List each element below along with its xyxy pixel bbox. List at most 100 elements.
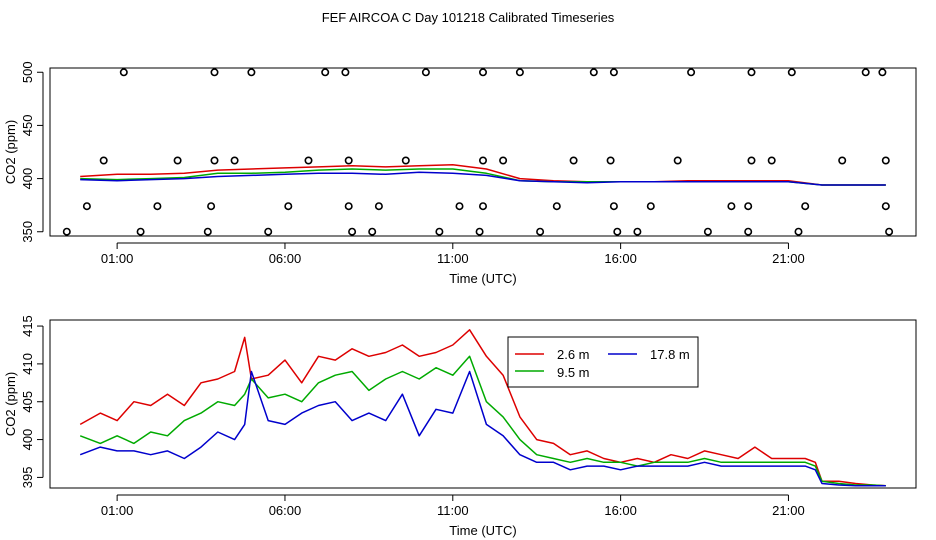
data-marker-circle: [374, 202, 383, 211]
data-marker-circle: [536, 227, 545, 236]
data-marker-circle: [478, 68, 487, 77]
data-marker-circle: [203, 227, 212, 236]
data-marker-circle: [609, 68, 618, 77]
data-marker-circle: [341, 68, 350, 77]
data-marker-circle: [207, 202, 216, 211]
data-marker-circle: [368, 227, 377, 236]
data-marker-circle: [153, 202, 162, 211]
bottom-y-tick-label: 405: [20, 391, 35, 413]
data-marker-circle: [838, 156, 847, 165]
bottom-panel: Time (UTC) CO2 (ppm) 01:00 06:00 11:00 16:0…: [3, 315, 917, 538]
data-marker-circle: [284, 202, 293, 211]
data-marker-circle: [606, 156, 615, 165]
top-x-tick-label: 01:00: [101, 251, 134, 266]
legend: 2.6 m 9.5 m 17.8 m: [507, 336, 699, 388]
data-marker-circle: [478, 156, 487, 165]
data-marker-circle: [82, 202, 91, 211]
top-x-tick-label: 11:00: [437, 251, 469, 266]
data-marker-circle: [747, 156, 756, 165]
top-x-tick-label: 06:00: [269, 251, 302, 266]
data-marker-circle: [455, 202, 464, 211]
data-marker-circle: [569, 156, 578, 165]
bottom-x-tick-label: 21:00: [772, 503, 805, 518]
top-panel: Time (UTC) CO2 (ppm) 01:00 06:00 11:00 16:0…: [3, 61, 917, 286]
top-series-17-8-m: [80, 171, 886, 186]
data-marker-circle: [881, 156, 890, 165]
data-marker-circle: [264, 227, 273, 236]
data-marker-circle: [99, 156, 108, 165]
data-marker-circle: [794, 227, 803, 236]
bottom-x-tick-label: 06:00: [269, 503, 302, 518]
top-plot-frame: [49, 67, 917, 237]
top-series-2-6-m: [80, 164, 886, 186]
top-x-axis-label: Time (UTC): [449, 271, 516, 286]
data-marker-circle: [727, 202, 736, 211]
top-x-tick-label: 21:00: [772, 251, 805, 266]
top-series: [80, 164, 886, 186]
data-marker-circle: [344, 156, 353, 165]
bottom-x-tick-label: 11:00: [437, 503, 469, 518]
top-y-axis-label: CO2 (ppm): [3, 120, 18, 184]
data-marker-circle: [703, 227, 712, 236]
data-marker-circle: [348, 227, 357, 236]
data-marker-circle: [767, 156, 776, 165]
data-marker-circle: [304, 156, 313, 165]
top-y-tick-label: 350: [20, 221, 35, 243]
data-marker-circle: [62, 227, 71, 236]
bottom-series-17-8-m: [79, 370, 886, 487]
bottom-series-2-6-m: [79, 329, 886, 487]
bottom-x-tick-label: 16:00: [604, 503, 637, 518]
top-y-tick-label: 500: [20, 61, 35, 83]
data-marker-circle: [673, 156, 682, 165]
data-marker-circle: [210, 68, 219, 77]
data-marker-circle: [210, 156, 219, 165]
data-marker-circle: [321, 68, 330, 77]
bottom-plot-box: [49, 319, 917, 489]
data-marker-circle: [687, 68, 696, 77]
data-marker-circle: [801, 202, 810, 211]
data-marker-circle: [421, 68, 430, 77]
data-marker-circle: [747, 68, 756, 77]
legend-box: [507, 336, 699, 388]
bottom-series-9-5-m: [79, 355, 886, 487]
bottom-axes: 01:00 06:00 11:00 16:00 21:00 395 400 405 410 415: [20, 315, 805, 518]
bottom-series: [79, 329, 886, 487]
data-marker-circle: [613, 227, 622, 236]
data-marker-circle: [589, 68, 598, 77]
data-marker-circle: [515, 68, 524, 77]
data-marker-circle: [475, 227, 484, 236]
data-marker-circle: [552, 202, 561, 211]
data-marker-circle: [787, 68, 796, 77]
data-marker-circle: [247, 68, 256, 77]
data-marker-circle: [136, 227, 145, 236]
bottom-plot-frame: [49, 319, 917, 489]
figure-title: FEF AIRCOA C Day 101218 Calibrated Times…: [322, 10, 615, 25]
bottom-y-tick-label: 415: [20, 315, 35, 337]
data-marker-circle: [744, 227, 753, 236]
data-marker-circle: [885, 227, 894, 236]
data-marker-circle: [435, 227, 444, 236]
bottom-y-tick-label: 400: [20, 429, 35, 451]
data-marker-circle: [861, 68, 870, 77]
top-markers: [62, 68, 894, 236]
legend-label-2-6m: 2.6 m: [557, 347, 590, 362]
data-marker-circle: [499, 156, 508, 165]
data-marker-circle: [633, 227, 642, 236]
data-marker-circle: [478, 202, 487, 211]
top-y-tick-label: 450: [20, 115, 35, 137]
top-x-tick-label: 16:00: [604, 251, 637, 266]
data-marker-circle: [119, 68, 128, 77]
top-plot-box: [49, 67, 917, 237]
legend-label-17-8m: 17.8 m: [650, 347, 690, 362]
bottom-y-tick-label: 410: [20, 353, 35, 375]
data-marker-circle: [344, 202, 353, 211]
top-axes: 01:00 06:00 11:00 16:00 21:00 350 400 450 500: [20, 61, 805, 266]
data-marker-circle: [881, 202, 890, 211]
data-marker-circle: [401, 156, 410, 165]
data-marker-circle: [646, 202, 655, 211]
data-marker-circle: [744, 202, 753, 211]
top-y-tick-label: 400: [20, 168, 35, 190]
bottom-y-tick-label: 395: [20, 467, 35, 489]
bottom-x-tick-label: 01:00: [101, 503, 134, 518]
